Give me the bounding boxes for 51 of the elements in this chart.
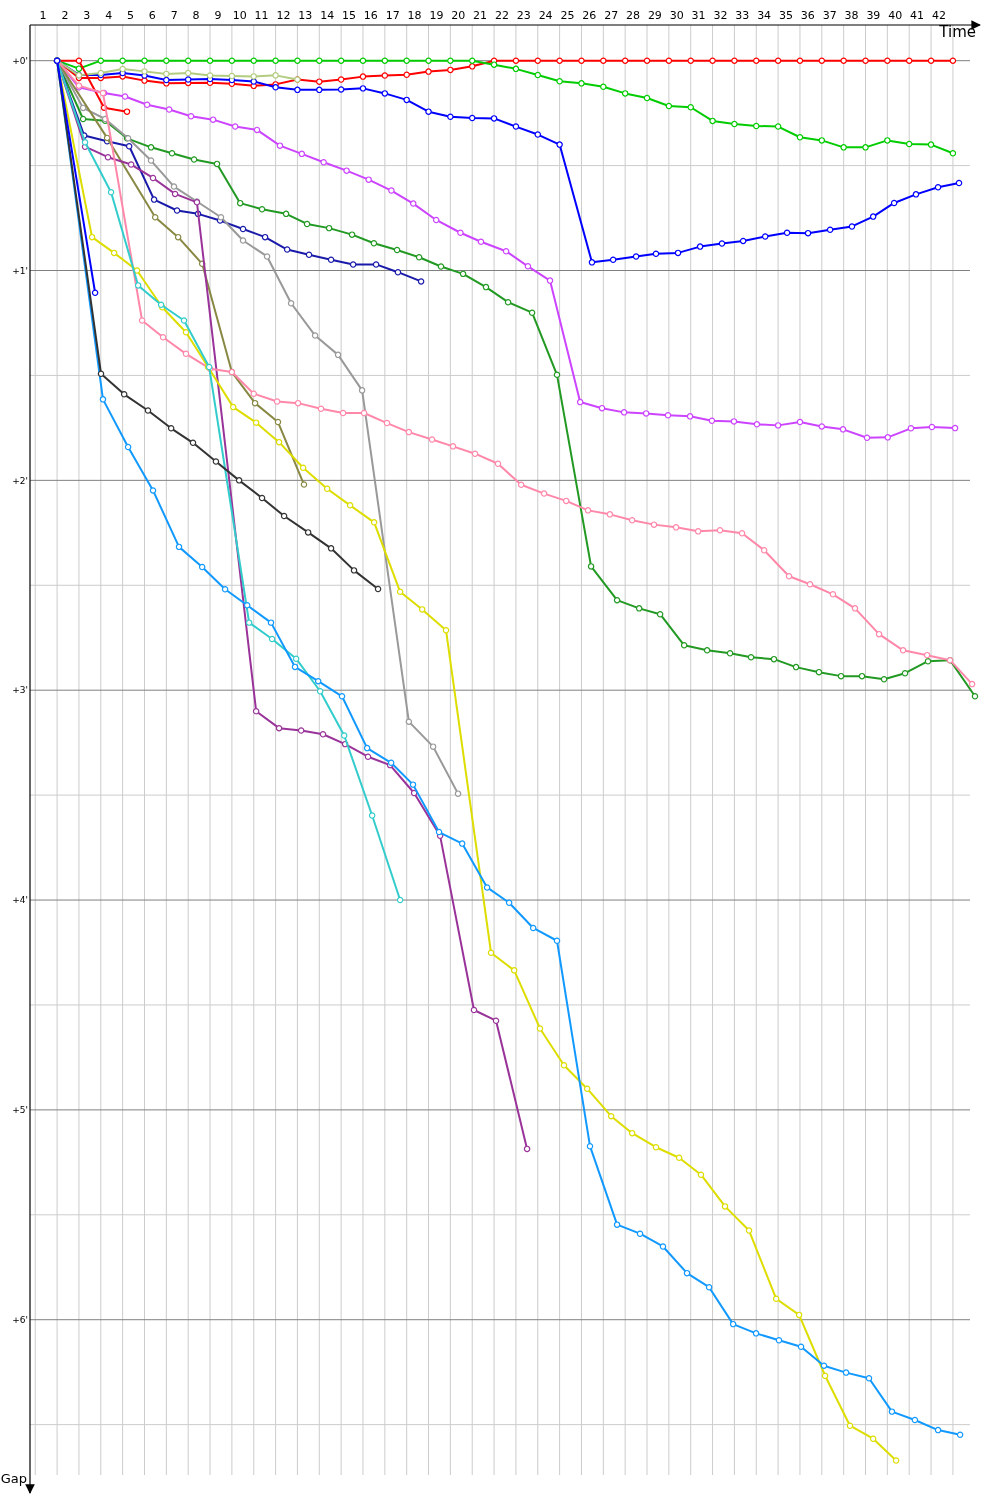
x-tick-label: 25 [560, 9, 575, 22]
x-tick-label: 15 [342, 9, 356, 22]
x-tick-label: 3 [83, 9, 91, 22]
x-axis-title: Time [938, 23, 976, 41]
x-tick-label: 19 [429, 9, 444, 22]
x-tick-label: 5 [127, 9, 135, 22]
x-tick-label: 6 [148, 9, 156, 22]
x-tick-label: 35 [778, 9, 793, 22]
x-tick-label: 31 [691, 9, 706, 22]
x-tick-label: 8 [192, 9, 200, 22]
y-tick-label: +1' [12, 265, 28, 276]
x-tick-label: 36 [800, 9, 815, 22]
x-tick-label: 39 [866, 9, 881, 22]
x-tick-label: 1 [39, 9, 47, 22]
y-tick-label: +3' [12, 685, 28, 696]
x-tick-label: 2 [61, 9, 69, 22]
x-tick-label: 18 [407, 9, 422, 22]
x-tick-label: 34 [757, 9, 772, 22]
x-tick-label: 41 [910, 9, 925, 22]
x-tick-label: 38 [844, 9, 859, 22]
y-tick-label: +5' [12, 1105, 28, 1116]
x-tick-label: 29 [647, 9, 662, 22]
x-tick-label: 32 [713, 9, 728, 22]
y-tick-label: +2' [12, 475, 28, 486]
x-tick-label: 24 [538, 9, 553, 22]
x-tick-label: 17 [385, 9, 400, 22]
y-tick-label: +6' [12, 1314, 28, 1325]
x-tick-label: 14 [320, 9, 335, 22]
x-tick-label: 13 [298, 9, 313, 22]
x-tick-label: 4 [105, 9, 113, 22]
x-tick-label: 33 [735, 9, 750, 22]
y-axis-title: Gap [0, 1471, 27, 1486]
x-tick-label: 22 [494, 9, 509, 22]
x-tick-label: 40 [888, 9, 903, 22]
x-tick-label: 27 [604, 9, 619, 22]
x-tick-label: 7 [170, 9, 178, 22]
x-tick-label: 30 [669, 9, 684, 22]
y-tick-label: +0' [12, 55, 28, 66]
x-tick-label: 21 [473, 9, 488, 22]
x-tick-label: 26 [582, 9, 597, 22]
x-tick-label: 42 [931, 9, 946, 22]
x-tick-label: 9 [214, 9, 222, 22]
x-tick-label: 28 [626, 9, 641, 22]
x-tick-label: 10 [232, 9, 247, 22]
x-tick-label: 16 [363, 9, 378, 22]
x-tick-label: 11 [254, 9, 269, 22]
x-tick-label: 20 [451, 9, 466, 22]
y-tick-label: +4' [12, 895, 28, 906]
x-tick-label: 23 [516, 9, 531, 22]
x-tick-label: 37 [822, 9, 837, 22]
x-tick-label: 12 [276, 9, 291, 22]
